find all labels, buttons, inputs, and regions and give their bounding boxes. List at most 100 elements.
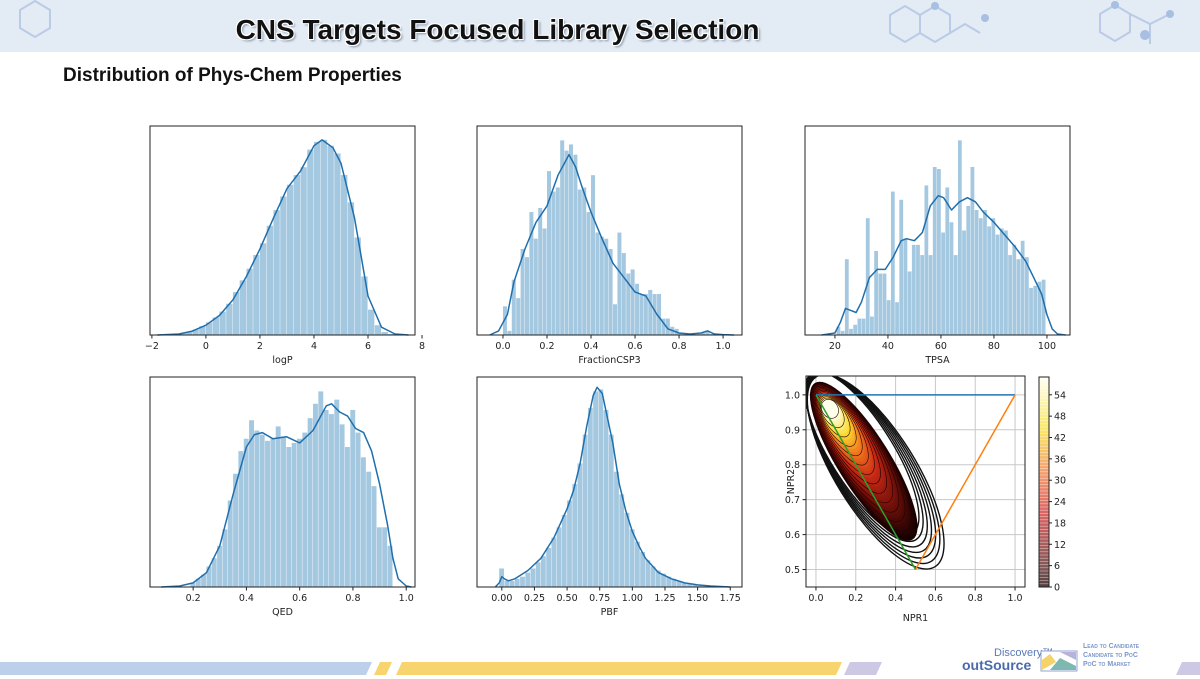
histogram-bar — [321, 140, 327, 335]
histogram-bar — [307, 150, 313, 335]
histogram-bar — [520, 577, 525, 587]
colorbar-tick-label: 18 — [1054, 518, 1066, 529]
histogram-bar — [334, 400, 339, 587]
histogram-bar — [536, 562, 541, 587]
histogram-bar — [1033, 286, 1037, 335]
histogram-bar — [954, 255, 958, 335]
histogram-bar — [525, 573, 530, 587]
histogram-bar — [962, 231, 966, 336]
histogram-bar — [582, 187, 586, 335]
histogram-bar — [244, 439, 249, 587]
histogram-bar — [625, 513, 630, 587]
histogram-bar — [904, 239, 908, 335]
histogram-bar — [941, 233, 945, 335]
histogram-bar — [991, 218, 995, 335]
x-tick-label: 0.2 — [186, 593, 201, 604]
histogram-bar — [538, 208, 542, 335]
x-tick-label: 6 — [365, 341, 371, 352]
histogram-bar — [557, 527, 562, 587]
x-tick-label: 1.50 — [687, 593, 708, 604]
histogram-bar — [987, 226, 991, 335]
histogram-bar — [1012, 245, 1016, 335]
x-tick-label: 20 — [829, 341, 841, 352]
histogram-bar — [375, 325, 381, 335]
histogram-bar — [562, 515, 567, 587]
x-tick-label: 80 — [988, 341, 1000, 352]
tagline: Candidate to PoC — [1083, 651, 1139, 660]
histogram-bar — [600, 237, 604, 335]
histogram-bar — [631, 269, 635, 335]
x-tick-label: 0.50 — [556, 593, 577, 604]
colorbar-tick-label: 30 — [1054, 476, 1066, 487]
histogram-bar — [845, 259, 849, 335]
histogram-bar — [525, 257, 529, 335]
colorbar-tick-label: 36 — [1054, 454, 1066, 465]
histogram-bar — [945, 187, 949, 335]
histogram-bar — [510, 581, 515, 587]
y-tick-label: 0.5 — [785, 565, 800, 576]
histogram-bar — [588, 408, 593, 587]
histogram-bar — [294, 175, 300, 335]
histogram-bar — [604, 410, 609, 587]
histogram-bar — [613, 304, 617, 335]
logo-taglines: Lead to Candidate Candidate to PoC PoC t… — [1083, 642, 1139, 669]
x-tick-label: 0 — [203, 341, 209, 352]
x-tick-label: 0.2 — [848, 593, 863, 604]
histogram-bar — [1004, 231, 1008, 336]
histogram-bar — [857, 319, 861, 335]
histogram-bar — [240, 280, 246, 335]
histogram-bar — [324, 410, 329, 587]
x-tick-label: 8 — [419, 341, 425, 352]
histogram-bar — [950, 222, 954, 335]
histogram-bar — [874, 251, 878, 335]
y-axis-label: NPR2 — [786, 469, 797, 494]
histogram-bar — [372, 486, 377, 587]
histogram-bar — [287, 185, 293, 335]
histogram-bar — [853, 325, 857, 335]
histogram-bar — [883, 274, 887, 335]
histogram-bar — [551, 192, 555, 335]
x-tick-label: 1.75 — [720, 593, 741, 604]
histogram-bar — [983, 210, 987, 335]
histogram-bar — [862, 319, 866, 335]
x-tick-label: 2 — [257, 341, 263, 352]
histogram-bar — [895, 302, 899, 335]
histogram-bar — [573, 155, 577, 335]
colorbar-tick-label: 12 — [1054, 540, 1066, 551]
discovery-outsource-logo: Discovery™ outSource Lead to Candidate C… — [960, 650, 1180, 675]
histogram-bar — [265, 441, 270, 587]
logo-mark-icon — [1040, 650, 1078, 672]
y-tick-label: 0.6 — [785, 530, 800, 541]
histogram-bar — [276, 426, 281, 587]
colorbar-tick-label: 0 — [1054, 583, 1060, 594]
x-tick-label: 1.25 — [654, 593, 675, 604]
histogram-bar — [849, 329, 853, 335]
x-tick-label: 1.00 — [622, 593, 643, 604]
histogram-bar — [556, 187, 560, 335]
histogram-bar — [979, 218, 983, 335]
x-tick-label: −2 — [145, 341, 159, 352]
histogram-bar — [217, 546, 222, 587]
histogram-bar — [281, 437, 286, 587]
histogram-bar — [595, 233, 599, 335]
histogram-bar — [878, 274, 882, 335]
histogram-bar — [996, 235, 1000, 335]
histogram-bar — [534, 239, 538, 335]
histogram-bar — [345, 447, 350, 587]
histogram-bar — [975, 210, 979, 335]
histogram-bar — [609, 435, 614, 587]
tagline: Lead to Candidate — [1083, 642, 1139, 651]
x-tick-label: 0.4 — [239, 593, 254, 604]
histogram-bar — [1017, 259, 1021, 335]
x-axis-label: FractionCSP3 — [578, 355, 640, 366]
histogram-bar — [504, 581, 509, 587]
histogram-bar — [377, 527, 382, 587]
histogram-bar — [630, 529, 635, 587]
x-tick-label: 0.8 — [968, 593, 983, 604]
histogram-bar — [604, 239, 608, 335]
histogram-bar — [292, 443, 297, 587]
y-tick-label: 1.0 — [785, 390, 800, 401]
